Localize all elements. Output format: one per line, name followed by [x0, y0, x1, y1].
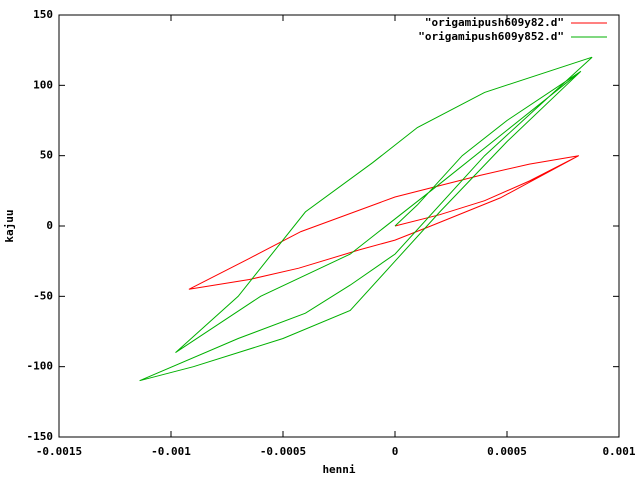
y-tick-label: -150	[27, 430, 54, 443]
x-tick-label: -0.0005	[260, 445, 306, 458]
y-tick-label: 0	[46, 219, 53, 232]
legend-label: "origamipush609y852.d"	[418, 30, 564, 43]
x-tick-label: 0.001	[602, 445, 635, 458]
y-tick-label: 150	[33, 8, 53, 21]
series-line	[139, 56, 593, 382]
x-tick-label: 0	[392, 445, 399, 458]
x-tick-label: -0.001	[151, 445, 191, 458]
y-tick-label: 100	[33, 78, 53, 91]
y-tick-label: -50	[33, 289, 53, 302]
x-axis-label: henni	[322, 463, 355, 476]
plot-border	[58, 14, 620, 438]
series-line	[188, 155, 579, 290]
x-tick-label: 0.0005	[487, 445, 527, 458]
y-axis-label: kajuu	[3, 209, 16, 242]
y-tick-label: 50	[40, 149, 53, 162]
x-tick-label: -0.0015	[36, 445, 82, 458]
y-tick-label: -100	[27, 360, 54, 373]
legend-label: "origamipush609y82.d"	[425, 16, 564, 29]
